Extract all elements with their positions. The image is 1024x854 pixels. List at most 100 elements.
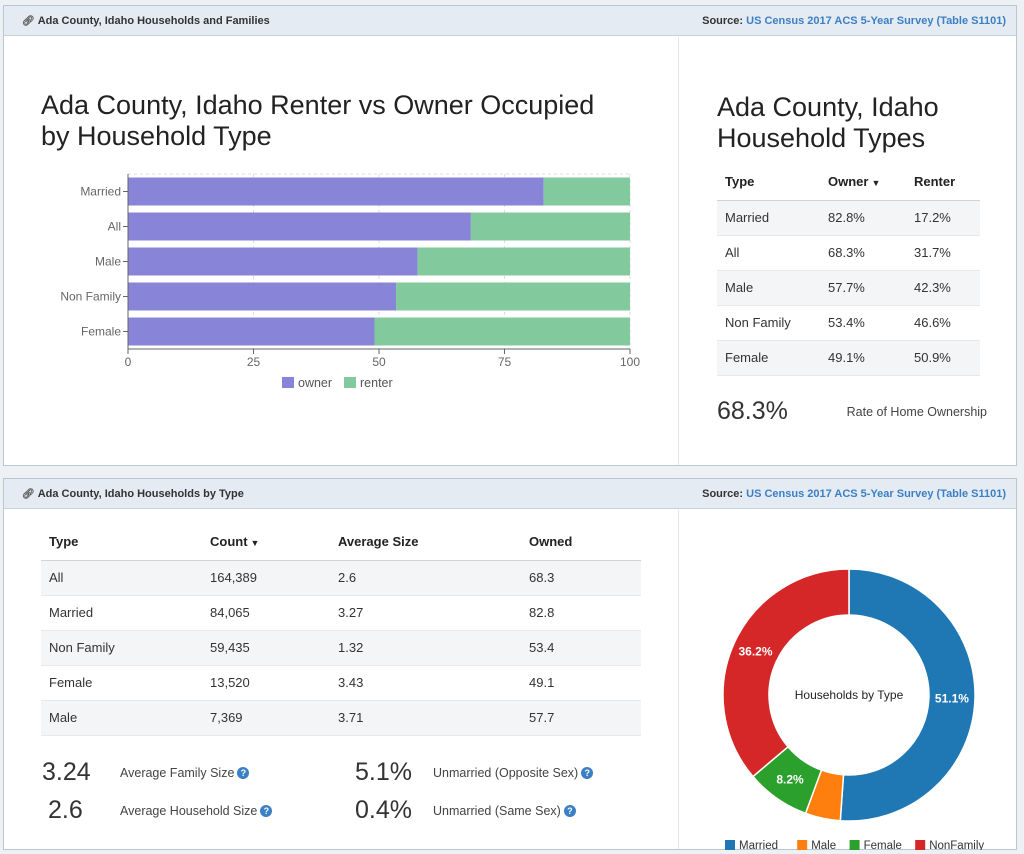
x-tick-label: 75 xyxy=(498,355,512,369)
stat-avg-family-size: 3.24 Average Family Size ? xyxy=(42,758,250,787)
source-link[interactable]: US Census 2017 ACS 5-Year Survey (Table … xyxy=(746,487,1006,500)
cell-renter: 46.6% xyxy=(906,305,980,341)
stat-label: Average Family Size xyxy=(120,765,235,780)
table-row: All 68.3% 31.7% xyxy=(717,235,980,271)
y-tick-label: Male xyxy=(95,255,121,269)
table-row: Married 84,065 3.27 82.8 xyxy=(41,595,641,631)
stat-label: Unmarried (Same Sex) xyxy=(433,803,561,818)
bar-chart-section: Ada County, Idaho Renter vs Owner Occupi… xyxy=(41,90,661,152)
cell-owner: 57.7% xyxy=(820,270,906,306)
panel-title-text: Ada County, Idaho Households by Type xyxy=(37,487,244,500)
cell-count: 59,435 xyxy=(202,630,330,666)
question-circle-icon[interactable]: ? xyxy=(260,804,273,817)
table-row: Female 49.1% 50.9% xyxy=(717,340,980,376)
legend-swatch-NonFamily xyxy=(915,840,926,850)
households-table: Type Count ▼ Average Size Owned All 164,38… xyxy=(41,524,641,736)
stat-value: 0.4% xyxy=(355,796,412,824)
bar-owner xyxy=(128,317,375,346)
renter-owner-bar-chart: Married All Male Non Family Female 0 25 50 75 100… xyxy=(60,173,640,390)
x-tick-label: 50 xyxy=(372,355,386,369)
question-circle-icon[interactable]: ? xyxy=(237,766,250,779)
source: Source: US Census 2017 ACS 5-Year Survey… xyxy=(702,15,1006,27)
cell-count: 164,389 xyxy=(202,560,330,596)
cell-owned: 53.4 xyxy=(521,630,641,666)
households-families-panel: 🔗︎ Ada County, Idaho Households and Famil… xyxy=(3,5,1017,466)
panel-header: 🔗︎ Ada County, Idaho Households and Famil… xyxy=(4,6,1016,36)
household-types-title: Ada County, Idaho Household Types xyxy=(717,92,939,153)
col-type[interactable]: Type xyxy=(717,164,820,201)
bar-owner xyxy=(128,177,544,206)
cell-type: Female xyxy=(41,665,202,701)
bar-renter xyxy=(396,282,630,311)
stat-unmarried-same: 0.4% Unmarried (Same Sex) ? xyxy=(355,796,576,825)
legend-label-NonFamily: NonFamily xyxy=(929,840,984,850)
legend-label-owner: owner xyxy=(298,376,332,390)
cell-type: All xyxy=(717,235,820,271)
cell-average-size: 2.6 xyxy=(330,560,521,596)
cell-renter: 31.7% xyxy=(906,235,980,271)
cell-average-size: 3.71 xyxy=(330,700,521,736)
cell-average-size: 3.43 xyxy=(330,665,521,701)
cell-average-size: 1.32 xyxy=(330,630,521,666)
col-owned[interactable]: Owned xyxy=(521,524,641,561)
stat-value: 3.24 xyxy=(42,758,91,786)
stat-label: Unmarried (Opposite Sex) xyxy=(433,765,579,780)
stat-unmarried-opposite: 5.1% Unmarried (Opposite Sex) ? xyxy=(355,758,594,787)
bar-owner xyxy=(128,212,471,241)
cell-owner: 49.1% xyxy=(820,340,906,376)
households-donut-chart: 51.1% 8.2% 36.2% Households by Type Married M… xyxy=(722,568,984,850)
question-circle-icon[interactable]: ? xyxy=(581,766,594,779)
table-row: Female 13,520 3.43 49.1 xyxy=(41,665,641,701)
y-tick-label: Female xyxy=(81,325,121,339)
cell-owned: 49.1 xyxy=(521,665,641,701)
legend-swatch-Female xyxy=(849,840,860,850)
col-owner[interactable]: Owner ▼ xyxy=(820,164,906,201)
table-row: All 164,389 2.6 68.3 xyxy=(41,560,641,596)
col-renter[interactable]: Renter xyxy=(906,164,980,201)
link-icon[interactable]: 🔗︎ xyxy=(22,488,35,500)
cell-type: All xyxy=(41,560,202,596)
slice-NonFamily xyxy=(722,568,850,778)
source: Source: US Census 2017 ACS 5-Year Survey… xyxy=(702,488,1006,500)
ownership-rate: 68.3% Rate of Home Ownership xyxy=(717,397,987,426)
y-tick-label: Non Family xyxy=(60,290,121,304)
source-link[interactable]: US Census 2017 ACS 5-Year Survey (Table … xyxy=(746,14,1006,27)
cell-type: Male xyxy=(717,270,820,306)
legend-label-Married: Married xyxy=(739,840,778,850)
panel-title: 🔗︎ Ada County, Idaho Households by Type xyxy=(22,488,244,500)
x-tick-label: 25 xyxy=(247,355,261,369)
sort-desc-icon: ▼ xyxy=(871,178,881,189)
question-circle-icon[interactable]: ? xyxy=(563,804,576,817)
y-tick-label: Married xyxy=(80,185,121,199)
bar-renter xyxy=(417,247,630,276)
cell-renter: 42.3% xyxy=(906,270,980,306)
household-types-table: Type Owner ▼ Renter Married 82.8% 17.2% All 6… xyxy=(717,164,980,376)
stat-value: 5.1% xyxy=(355,758,412,786)
slice-label-NonFamily: 36.2% xyxy=(739,645,773,659)
household-types-column: Ada County, Idaho Household Types Type Ow… xyxy=(678,37,1016,465)
col-type[interactable]: Type xyxy=(41,524,202,561)
panel-title: 🔗︎ Ada County, Idaho Households and Famil… xyxy=(22,15,270,27)
bar-chart-title: Ada County, Idaho Renter vs Owner Occupi… xyxy=(41,90,595,151)
cell-owner: 53.4% xyxy=(820,305,906,341)
cell-owned: 57.7 xyxy=(521,700,641,736)
table-row: Male 7,369 3.71 57.7 xyxy=(41,700,641,736)
y-tick-label: All xyxy=(108,220,121,234)
legend-swatch-Married xyxy=(725,840,735,850)
bar-renter xyxy=(374,317,630,346)
cell-count: 84,065 xyxy=(202,595,330,631)
slice-label-Female: 8.2% xyxy=(776,772,804,786)
link-icon[interactable]: 🔗︎ xyxy=(22,15,35,27)
table-row: Male 57.7% 42.3% xyxy=(717,270,980,306)
source-label: Source: xyxy=(702,14,744,27)
col-count[interactable]: Count ▼ xyxy=(202,524,330,561)
stat-avg-household-size: 2.6 Average Household Size ? xyxy=(48,796,273,825)
cell-renter: 50.9% xyxy=(906,340,980,376)
donut-center-label: Households by Type xyxy=(795,688,904,702)
col-average-size[interactable]: Average Size xyxy=(330,524,521,561)
stat-value: 2.6 xyxy=(48,796,83,824)
legend-swatch-Male xyxy=(797,840,808,850)
legend-label-renter: renter xyxy=(360,376,393,390)
cell-type: Non Family xyxy=(717,305,820,341)
legend-swatch-owner xyxy=(282,377,294,388)
